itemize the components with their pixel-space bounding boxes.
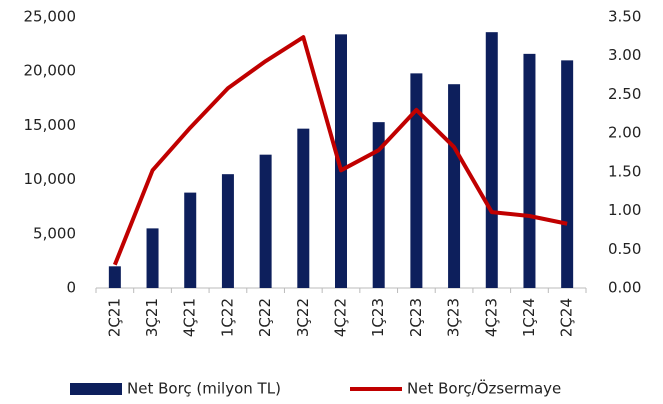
x-tick-label: 3Ç23 [445,298,463,337]
y2-tick-label: 2.00 [608,124,641,142]
x-tick-label: 4Ç23 [482,298,500,337]
x-tick-label: 2Ç23 [407,298,425,337]
y-tick-label: 5,000 [33,224,76,242]
y2-tick-label: 1.00 [608,201,641,219]
legend-label: Net Borç (milyon TL) [127,380,281,398]
x-tick-label: 4Ç21 [181,298,199,337]
x-tick-label: 1Ç22 [218,298,236,337]
bar [448,84,461,288]
y2-tick-label: 0.00 [608,279,641,297]
x-tick-label: 2Ç24 [558,298,576,337]
x-tick-label: 1Ç23 [369,298,387,337]
y2-tick-label: 0.50 [608,240,641,258]
bar [146,228,159,288]
y-tick-label: 0 [66,279,76,297]
x-tick-label: 1Ç24 [520,298,538,337]
bar [485,32,498,289]
bar [259,154,272,288]
x-tick-label: 2Ç21 [105,298,123,337]
bar [221,174,234,288]
bar [372,122,385,288]
y2-tick-label: 1.50 [608,162,641,180]
bar [561,60,574,288]
x-tick-label: 3Ç21 [143,298,161,337]
legend-label: Net Borç/Özsermaye [407,379,561,398]
legend-swatch [70,383,122,395]
x-tick-label: 3Ç22 [294,298,312,337]
y2-tick-label: 2.50 [608,85,641,103]
y-tick-label: 25,000 [24,8,77,26]
bar [335,34,347,289]
y-tick-label: 10,000 [24,170,77,188]
x-tick-label: 2Ç22 [256,298,274,337]
bar [410,73,423,288]
y2-tick-label: 3.50 [608,8,641,26]
bar [184,192,197,288]
x-tick-label: 4Ç22 [332,298,350,337]
bar [108,266,121,288]
bar [297,128,310,288]
bar [523,53,536,288]
y-tick-label: 20,000 [24,62,77,80]
y-tick-label: 15,000 [24,116,77,134]
line-series [112,35,568,266]
y2-tick-label: 3.00 [608,46,641,64]
